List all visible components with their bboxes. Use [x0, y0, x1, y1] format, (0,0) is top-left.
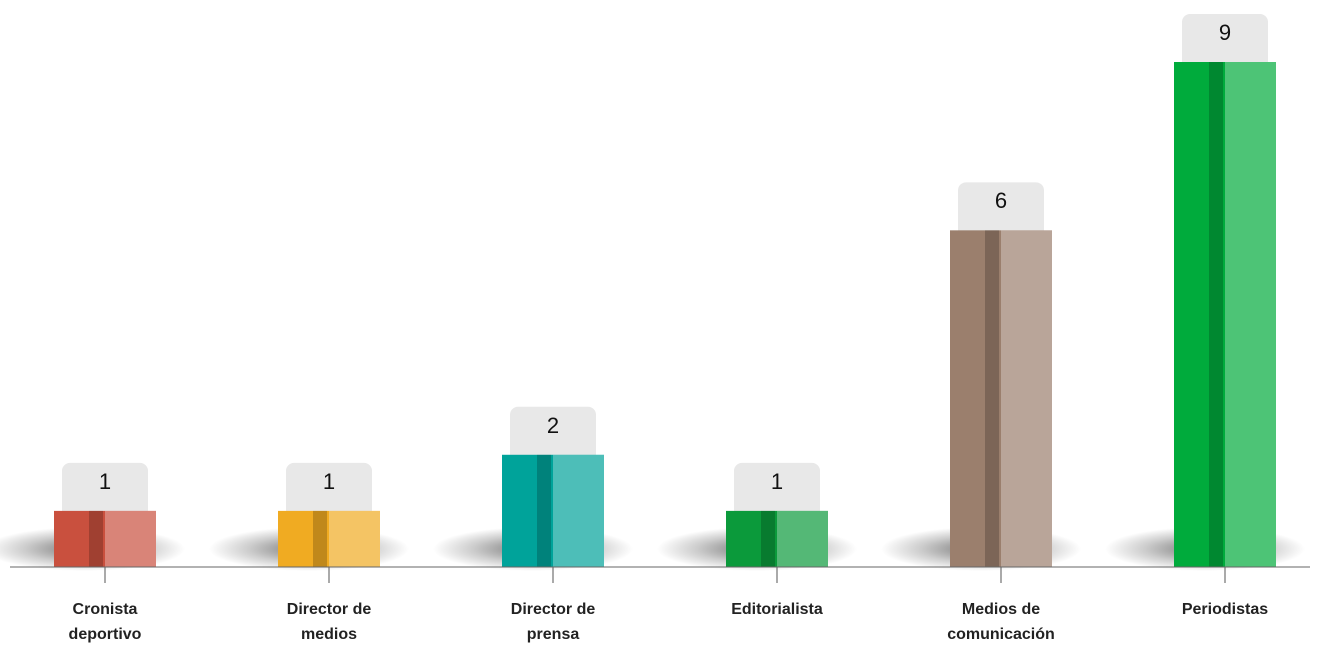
value-box	[62, 462, 148, 519]
bar	[278, 510, 380, 567]
bar-edge	[537, 454, 551, 567]
bar-face	[105, 510, 156, 567]
bar-edge	[89, 510, 103, 567]
x-tick-label: Editorialista	[731, 601, 823, 618]
bar-face	[553, 454, 604, 567]
bar-face	[777, 510, 828, 567]
x-tick-label: Cronista deportivo	[68, 601, 142, 643]
bar-face	[1225, 62, 1276, 567]
value-box	[734, 462, 820, 519]
value-label: 2	[546, 412, 560, 438]
value-label: 6	[994, 188, 1008, 214]
bar-edge	[761, 510, 775, 567]
value-label: 1	[98, 468, 112, 494]
value-box	[1182, 14, 1268, 70]
value-box	[286, 462, 372, 519]
bar-edge	[1209, 62, 1223, 567]
bar	[950, 230, 1052, 568]
bar	[54, 510, 156, 567]
bar-face	[1001, 230, 1052, 568]
value-label: 1	[770, 468, 784, 494]
x-tick-label: Medios de comunicación	[947, 601, 1055, 643]
bar	[1174, 62, 1276, 567]
bar	[502, 454, 604, 567]
bar-edge	[985, 230, 999, 568]
bar-edge	[313, 510, 327, 567]
x-tick-label: Director de medios	[286, 601, 372, 643]
value-box	[958, 182, 1044, 239]
value-box	[510, 406, 596, 463]
bar-face	[329, 510, 380, 567]
x-tick-label: Director de prensa	[510, 601, 596, 643]
bar	[726, 510, 828, 567]
value-label: 9	[1218, 20, 1232, 45]
value-label: 1	[322, 468, 336, 494]
x-tick-label: Periodistas	[1181, 601, 1269, 618]
